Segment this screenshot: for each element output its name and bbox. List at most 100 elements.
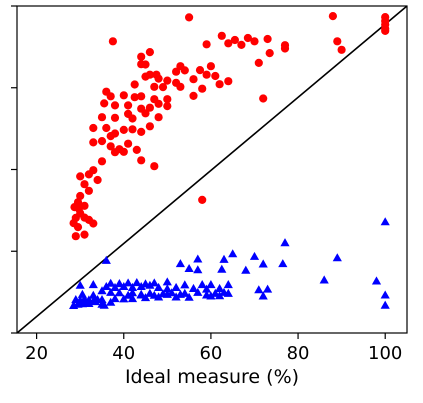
data-point-triangle: [127, 282, 138, 291]
x-tick-label: 40: [112, 343, 135, 364]
data-point-circle: [217, 31, 226, 40]
data-point-circle: [71, 232, 80, 241]
data-point-triangle: [202, 284, 212, 293]
data-point-circle: [198, 195, 207, 204]
data-point-circle: [119, 91, 128, 100]
data-point-circle: [158, 83, 168, 92]
data-point-triangle: [206, 291, 216, 300]
data-point-circle: [141, 60, 150, 69]
data-point-triangle: [119, 282, 129, 290]
data-point-triangle: [215, 291, 225, 300]
x-tick-label: 80: [287, 343, 310, 364]
data-point-circle: [89, 123, 98, 133]
data-point-triangle: [110, 282, 120, 291]
data-point-triangle: [154, 292, 164, 301]
data-point-circle: [106, 142, 115, 151]
data-point-triangle: [258, 259, 268, 268]
data-point-circle: [137, 156, 146, 165]
data-point-triangle: [97, 286, 107, 295]
data-point-circle: [145, 70, 154, 79]
data-point-triangle: [249, 251, 260, 260]
data-point-circle: [132, 145, 141, 154]
data-point-triangle: [110, 294, 120, 303]
data-point-circle: [100, 99, 109, 108]
data-point-triangle: [215, 283, 225, 292]
data-point-triangle: [254, 285, 264, 294]
data-point-circle: [328, 12, 337, 21]
data-point-triangle: [197, 280, 207, 289]
data-point-circle: [202, 70, 211, 79]
data-point-triangle: [132, 278, 142, 287]
data-point-circle: [211, 71, 220, 81]
data-point-triangle: [88, 290, 98, 299]
data-point-triangle: [219, 254, 229, 263]
data-point-circle: [224, 77, 233, 86]
data-point-triangle: [223, 280, 233, 289]
data-point-circle: [198, 84, 207, 93]
data-point-triangle: [180, 280, 190, 289]
data-point-triangle: [223, 288, 233, 297]
data-point-circle: [97, 157, 107, 166]
data-point-triangle: [188, 283, 199, 292]
data-point-triangle: [162, 284, 172, 293]
data-point-circle: [189, 75, 198, 84]
data-point-triangle: [162, 277, 172, 286]
data-point-circle: [84, 186, 93, 195]
data-point-circle: [76, 172, 85, 181]
data-point-circle: [97, 137, 107, 146]
data-point-circle: [110, 113, 120, 122]
data-point-triangle: [193, 254, 203, 263]
x-tick-label: 20: [25, 343, 48, 364]
data-point-circle: [128, 125, 137, 134]
data-point-circle: [80, 230, 89, 239]
data-point-circle: [128, 114, 137, 123]
data-point-triangle: [319, 275, 329, 284]
data-markers: [16, 5, 408, 334]
data-point-circle: [93, 175, 102, 185]
data-point-circle: [154, 74, 163, 83]
data-point-triangle: [106, 287, 116, 296]
data-point-circle: [119, 125, 128, 134]
data-point-circle: [189, 91, 198, 100]
data-point-circle: [237, 40, 246, 50]
data-point-triangle: [123, 278, 133, 287]
data-point-circle: [145, 122, 154, 131]
data-point-circle: [106, 92, 115, 101]
data-point-circle: [215, 80, 224, 89]
data-point-triangle: [380, 290, 390, 299]
data-point-circle: [172, 67, 181, 76]
data-point-triangle: [119, 294, 129, 303]
data-point-triangle: [171, 282, 181, 291]
data-point-circle: [180, 66, 189, 75]
data-point-circle: [80, 180, 89, 189]
data-point-triangle: [75, 280, 85, 289]
data-point-circle: [176, 82, 185, 91]
data-point-circle: [381, 26, 390, 35]
data-point-circle: [97, 113, 107, 122]
data-point-triangle: [127, 294, 138, 303]
data-point-triangle: [380, 300, 390, 309]
data-point-circle: [163, 76, 172, 85]
data-point-triangle: [258, 291, 268, 300]
axes: 20 40 60 80 100: [11, 5, 408, 364]
data-point-triangle: [171, 292, 181, 301]
x-tick-label: 60: [199, 343, 222, 364]
data-point-triangle: [88, 280, 98, 289]
data-point-circle: [154, 113, 163, 122]
data-point-triangle: [154, 282, 164, 291]
data-point-triangle: [140, 293, 151, 302]
data-point-circle: [137, 127, 146, 136]
data-point-triangle: [175, 259, 185, 268]
data-point-triangle: [280, 238, 290, 247]
data-point-triangle: [123, 290, 133, 299]
data-point-circle: [108, 37, 117, 46]
data-point-circle: [333, 37, 342, 46]
data-point-triangle: [228, 249, 238, 258]
data-point-circle: [195, 66, 205, 75]
data-point-circle: [110, 129, 120, 138]
data-point-triangle: [184, 264, 194, 272]
x-tick-label: 100: [368, 343, 402, 364]
data-point-circle: [119, 147, 128, 156]
data-point-triangle: [101, 255, 111, 264]
